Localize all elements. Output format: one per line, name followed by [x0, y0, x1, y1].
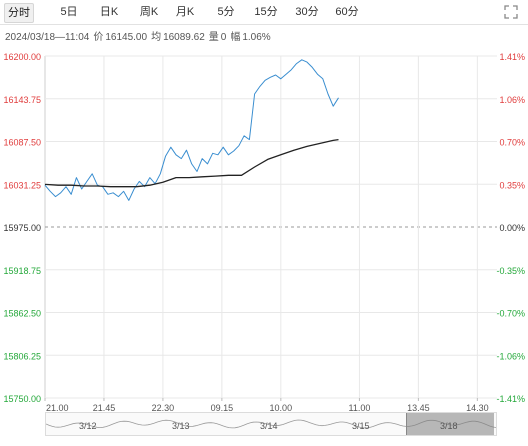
- pct-tick-label: -1.06%: [496, 351, 525, 361]
- x-tick-label: 10.00: [270, 403, 293, 413]
- tab-60-min[interactable]: 60分: [335, 6, 359, 18]
- navigator-date-label: 3/18: [440, 421, 458, 431]
- info-price-label: 价: [93, 32, 104, 43]
- x-tick-label: 21.45: [93, 403, 116, 413]
- x-tick-label: 11.00: [349, 403, 371, 413]
- tab-weekly-k[interactable]: 周K: [139, 6, 159, 18]
- tab-5-min[interactable]: 5分: [217, 6, 235, 18]
- y-tick-label: 15750.00: [3, 394, 41, 404]
- tab-15-min[interactable]: 15分: [254, 6, 278, 18]
- navigator-left-handle[interactable]: [406, 413, 407, 435]
- tab-monthly-k[interactable]: 月K: [175, 6, 195, 18]
- pct-tick-label: 0.70%: [499, 138, 525, 148]
- navigator-date-label: 3/14: [260, 421, 278, 431]
- tab-5-day[interactable]: 5日: [60, 6, 78, 18]
- info-change: 1.06%: [242, 32, 271, 43]
- y-tick-label: 15918.75: [3, 266, 41, 276]
- info-volume-label: 量: [208, 32, 219, 43]
- pct-tick-label: 0.35%: [499, 180, 525, 190]
- navigator-date-label: 3/12: [79, 421, 97, 431]
- y-tick-label: 16143.75: [3, 95, 41, 105]
- pct-tick-label: 0.00%: [499, 223, 525, 233]
- x-tick-label: 14.30: [466, 403, 489, 413]
- y-tick-label: 15975.00: [3, 223, 41, 233]
- pct-tick-label: -0.70%: [496, 309, 525, 319]
- x-tick-label: 22.30: [152, 403, 175, 413]
- y-tick-label: 16200.00: [3, 52, 41, 62]
- y-tick-label: 15806.25: [3, 351, 41, 361]
- info-volume: 0: [220, 32, 227, 43]
- navigator-date-label: 3/15: [352, 421, 370, 431]
- x-tick-label: 21.00: [46, 403, 69, 413]
- navigator-date-label: 3/13: [172, 421, 190, 431]
- average-price-line: [44, 138, 339, 188]
- info-avg: 16089.62: [163, 32, 205, 43]
- y-tick-label: 16087.50: [3, 138, 41, 148]
- pct-tick-label: -1.41%: [496, 394, 525, 404]
- price-line: [44, 59, 339, 201]
- x-tick-label: 13.45: [407, 403, 430, 413]
- period-tab-bar: 分时 5日 日K 周K 月K 5分 15分 30分 60分: [0, 0, 528, 25]
- pct-tick-label: 1.41%: [499, 52, 525, 62]
- pct-tick-label: -0.35%: [496, 266, 525, 276]
- fullscreen-expand-icon[interactable]: [504, 5, 518, 19]
- tab-daily-k[interactable]: 日K: [99, 6, 119, 18]
- time-range-navigator[interactable]: 3/12 3/13 3/14 3/15 3/18: [45, 412, 497, 436]
- x-tick-label: 09.15: [211, 403, 234, 413]
- tab-intraday[interactable]: 分时: [4, 3, 34, 23]
- info-datetime: 2024/03/18—11:04: [5, 32, 90, 43]
- info-price: 16145.00: [105, 32, 148, 43]
- y-tick-label: 15862.50: [3, 309, 41, 319]
- pct-tick-label: 1.06%: [499, 95, 525, 105]
- info-change-label: 幅: [230, 32, 241, 43]
- quote-info-bar: 2024/03/18—11:04 价 16145.00 均 16089.62 量 0 幅 1.0…: [5, 28, 275, 43]
- navigator-selected-range[interactable]: [406, 413, 494, 435]
- y-tick-label: 16031.25: [3, 180, 41, 190]
- tab-30-min[interactable]: 30分: [295, 6, 319, 18]
- info-avg-label: 均: [151, 32, 162, 43]
